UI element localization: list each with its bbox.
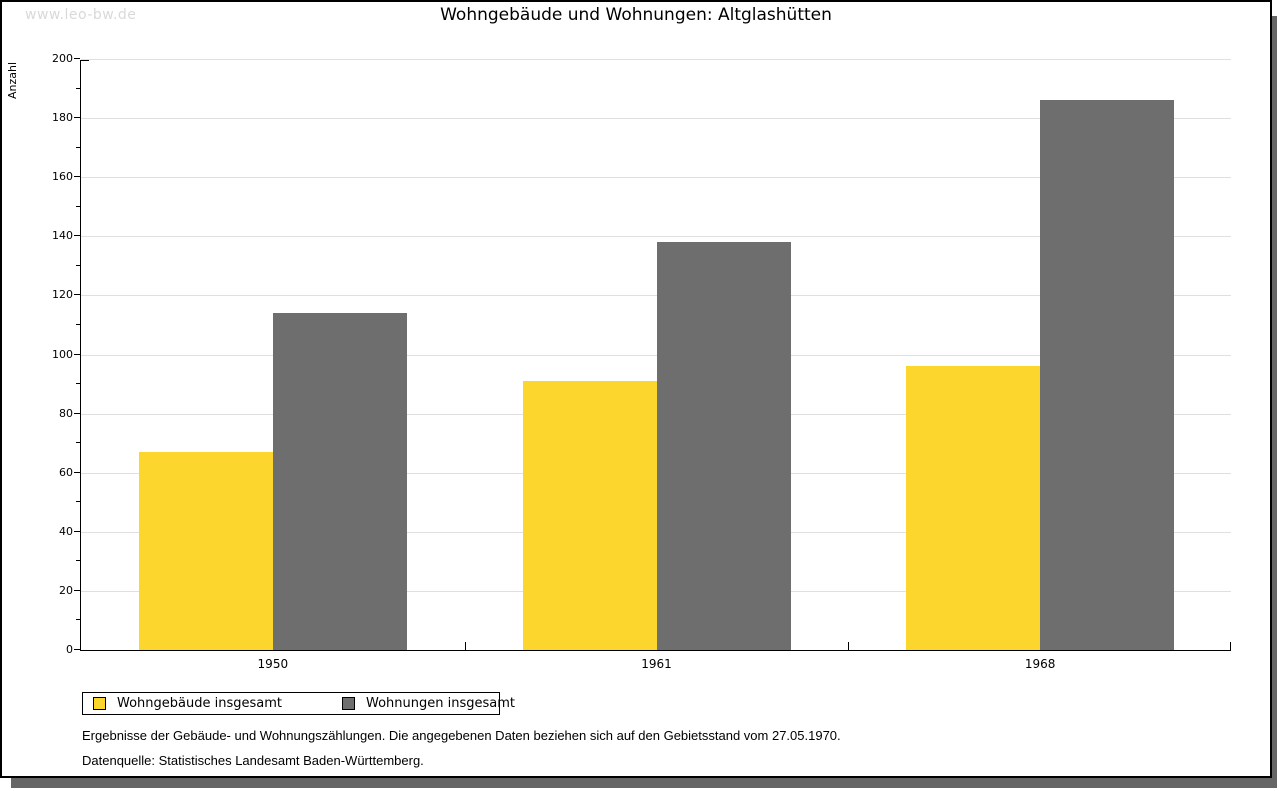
watermark: www.leo-bw.de [25, 7, 137, 23]
gridline [81, 177, 1231, 179]
legend-label: Wohngebäude insgesamt [117, 696, 282, 711]
y-axis-tick [74, 471, 80, 473]
y-axis-tick-label: 160 [52, 170, 73, 184]
bar-1961-series-0 [522, 381, 657, 650]
y-axis-minor-tick [76, 87, 80, 89]
y-axis-title: Anzahl [6, 61, 19, 99]
gridline [81, 118, 1231, 120]
bar-1968-series-0 [906, 366, 1041, 650]
y-axis-tick-label: 180 [52, 111, 73, 125]
y-axis-minor-tick [76, 442, 80, 444]
y-axis-tick [74, 412, 80, 414]
y-axis-tick [74, 117, 80, 119]
legend-swatch-icon [342, 697, 355, 710]
y-axis-minor-tick [76, 619, 80, 621]
y-axis-tick-label: 200 [52, 52, 73, 65]
y-axis-tick-label: 100 [52, 347, 73, 361]
x-axis-tick [848, 642, 850, 650]
y-axis-minor-tick [76, 323, 80, 325]
legend-swatch-icon [93, 697, 106, 710]
bar-1961-series-1 [656, 242, 791, 650]
legend-item: Wohngebäude insgesamt [93, 696, 282, 711]
y-axis-tick-label: 0 [66, 643, 73, 656]
bar-1950-series-1 [272, 313, 407, 650]
x-axis-category-label: 1968 [1024, 657, 1056, 671]
legend-item: Wohnungen insgesamt [342, 696, 515, 711]
y-axis-minor-tick [76, 383, 80, 385]
y-axis-tick-label: 40 [59, 524, 73, 538]
y-axis-tick [74, 235, 80, 237]
gridline [81, 295, 1231, 297]
bar-1950-series-0 [138, 452, 273, 650]
x-axis-end-cap [1230, 642, 1231, 650]
footnote-datenquelle: Datenquelle: Statistisches Landesamt Bad… [82, 753, 424, 768]
chart-title: Wohngebäude und Wohnungen: Altglashütten [440, 5, 832, 25]
y-axis-tick [74, 649, 80, 650]
legend-label: Wohnungen insgesamt [366, 696, 515, 711]
y-axis-tick [74, 589, 80, 591]
x-axis-category-label: 1950 [257, 657, 289, 671]
y-axis-tick [74, 530, 80, 532]
y-axis-end-cap [81, 60, 89, 61]
y-axis-tick-label: 120 [52, 288, 73, 302]
footnote-gebietsstand: Ergebnisse der Gebäude- und Wohnungszähl… [82, 728, 841, 743]
y-axis-minor-tick [76, 205, 80, 207]
x-axis-category-label: 1961 [641, 657, 672, 671]
y-axis-minor-tick [76, 264, 80, 266]
chart-frame: www.leo-bw.de Wohngebäude und Wohnungen:… [0, 0, 1272, 778]
y-axis-tick-label: 60 [59, 465, 73, 479]
y-axis-tick [74, 353, 80, 355]
y-axis-tick [74, 58, 80, 59]
y-axis-tick-label: 80 [59, 406, 73, 420]
y-axis-minor-tick [76, 146, 80, 148]
x-axis-tick [464, 642, 466, 650]
y-axis-tick [74, 176, 80, 178]
bar-1968-series-1 [1040, 100, 1175, 650]
y-axis-minor-tick [76, 560, 80, 562]
plot-area: 0 20 40 60 80 100 120 140 160 180 200 1950 1961 1968 [52, 53, 1231, 671]
legend: Wohngebäude insgesamt Wohnungen insgesamt [82, 692, 515, 715]
y-axis-minor-tick [76, 501, 80, 503]
gridline [81, 236, 1231, 238]
y-axis-tick-label: 140 [52, 229, 73, 243]
gridline [81, 59, 1231, 60]
gridline [81, 354, 1231, 356]
y-axis-tick-label: 20 [59, 583, 73, 597]
y-axis-tick [74, 294, 80, 296]
